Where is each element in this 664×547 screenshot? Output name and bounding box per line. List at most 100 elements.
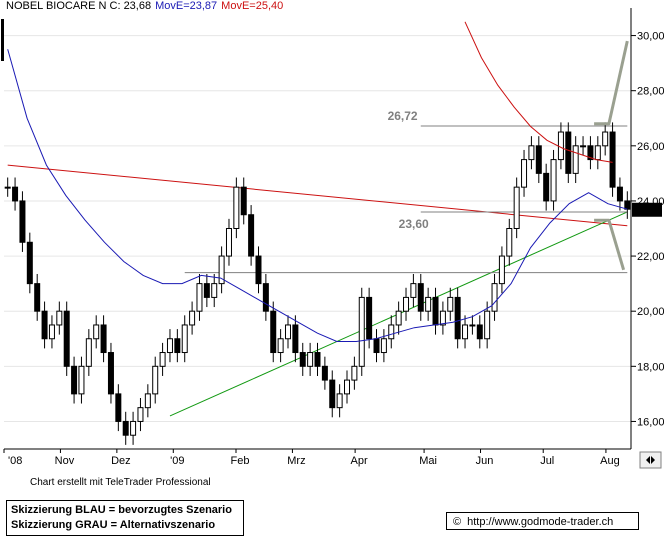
candle-body bbox=[587, 145, 594, 161]
x-tick-label: Feb bbox=[231, 455, 250, 467]
candle-body bbox=[4, 186, 11, 189]
candle-body bbox=[56, 310, 63, 326]
chart-credit: Chart erstellt mit TeleTrader Profession… bbox=[30, 477, 211, 488]
candle-body bbox=[557, 131, 564, 161]
level-annotation: 26,72 bbox=[388, 109, 418, 123]
candle-body bbox=[196, 283, 203, 312]
candle-body bbox=[314, 352, 321, 367]
y-tick-label: 28,00 bbox=[637, 86, 664, 98]
x-tick-label: Apr bbox=[351, 455, 368, 467]
candle-body bbox=[48, 324, 55, 340]
scenario-legend: Skizzierung BLAU = bevorzugtes Szenario … bbox=[6, 500, 244, 536]
y-tick-label: 20,00 bbox=[637, 306, 664, 318]
candle-body bbox=[506, 228, 513, 257]
y-tick-label: 18,00 bbox=[637, 361, 664, 373]
candle-body bbox=[211, 283, 218, 298]
ma-blue-line bbox=[7, 49, 628, 342]
candle-body bbox=[144, 393, 151, 409]
grey-up-arrow bbox=[594, 40, 629, 126]
candle-body bbox=[351, 365, 358, 381]
last-price-tag bbox=[632, 202, 662, 217]
candle-body bbox=[284, 324, 291, 340]
candle-body bbox=[26, 241, 33, 285]
candle-body bbox=[122, 420, 129, 436]
candle-body bbox=[469, 324, 476, 327]
candle-body bbox=[336, 393, 343, 409]
source-url[interactable]: http://www.godmode-trader.ch bbox=[467, 516, 614, 528]
candle-body bbox=[447, 296, 454, 312]
candle-body bbox=[462, 324, 469, 340]
y-tick-label: 16,00 bbox=[637, 416, 664, 428]
candle-body bbox=[137, 407, 144, 422]
candle-body bbox=[34, 283, 41, 312]
source-url-box[interactable]: © http://www.godmode-trader.ch bbox=[446, 512, 639, 530]
moving-averages bbox=[7, 21, 628, 342]
candle-body bbox=[609, 131, 616, 188]
candle-body bbox=[616, 186, 623, 202]
candle-body bbox=[425, 296, 432, 312]
candle-body bbox=[602, 131, 609, 147]
candle-body bbox=[71, 365, 78, 395]
left-edge-marker bbox=[1, 19, 4, 61]
candle-body bbox=[262, 283, 269, 312]
candle-body bbox=[115, 393, 122, 422]
grey-down-arrow bbox=[594, 218, 626, 271]
candle-body bbox=[491, 283, 498, 312]
candle-body bbox=[130, 420, 137, 436]
candle-body bbox=[388, 324, 395, 340]
level-annotation: 23,60 bbox=[399, 217, 429, 231]
candle-body bbox=[100, 324, 107, 354]
candle-body bbox=[521, 159, 528, 188]
candle-body bbox=[321, 365, 328, 381]
x-tick-label: '09 bbox=[170, 455, 184, 467]
candles bbox=[4, 122, 631, 445]
candle-body bbox=[93, 324, 100, 340]
legend-blue-text: Skizzierung BLAU = bevorzugtes Szenario bbox=[11, 504, 232, 516]
candle-body bbox=[454, 296, 461, 340]
candle-body bbox=[189, 310, 196, 326]
red-resistance-line bbox=[7, 164, 628, 227]
candle-body bbox=[233, 186, 240, 229]
x-tick-label: Jun bbox=[476, 455, 494, 467]
x-tick-label: Mai bbox=[419, 455, 437, 467]
candle-body bbox=[594, 145, 601, 161]
scenario-arrows bbox=[594, 40, 629, 271]
candle-body bbox=[535, 145, 542, 174]
candle-body bbox=[152, 365, 159, 395]
candle-body bbox=[380, 338, 387, 354]
scroll-arrows-icon[interactable] bbox=[639, 451, 662, 469]
candle-body bbox=[12, 186, 19, 202]
scroll-left-icon bbox=[646, 456, 650, 464]
candle-body bbox=[174, 338, 181, 354]
copyright-symbol: © bbox=[453, 516, 462, 528]
ma-red-line bbox=[464, 21, 613, 163]
candle-body bbox=[543, 172, 550, 202]
candle-body bbox=[181, 324, 188, 354]
chart-header: NOBEL BIOCARE N C: 23,68 MovE=23,87 MovE=2… bbox=[6, 0, 287, 12]
candle-body bbox=[159, 352, 166, 367]
candle-body bbox=[329, 379, 336, 409]
candle-body bbox=[565, 131, 572, 174]
candle-body bbox=[439, 310, 446, 326]
candle-body bbox=[277, 338, 284, 354]
x-tick-label: '08 bbox=[8, 455, 22, 467]
candle-body bbox=[218, 255, 225, 285]
candle-body bbox=[78, 365, 85, 395]
y-tick-label: 26,00 bbox=[637, 141, 664, 153]
x-tick-label: Jul bbox=[540, 455, 554, 467]
candle-body bbox=[550, 159, 557, 202]
candle-body bbox=[395, 310, 402, 326]
candle-body bbox=[255, 255, 262, 285]
chart-labels: 16,0018,0020,0022,0024,0026,0028,0030,00… bbox=[8, 31, 664, 467]
candle-body bbox=[307, 352, 314, 367]
candle-body bbox=[225, 228, 232, 257]
candle-body bbox=[624, 200, 631, 210]
candle-body bbox=[476, 324, 483, 340]
candle-body bbox=[484, 310, 491, 340]
y-tick-label: 22,00 bbox=[637, 251, 664, 263]
candle-body bbox=[513, 186, 520, 229]
candle-body bbox=[344, 379, 351, 395]
candle-body bbox=[166, 338, 173, 354]
x-tick-label: Dez bbox=[111, 455, 131, 467]
